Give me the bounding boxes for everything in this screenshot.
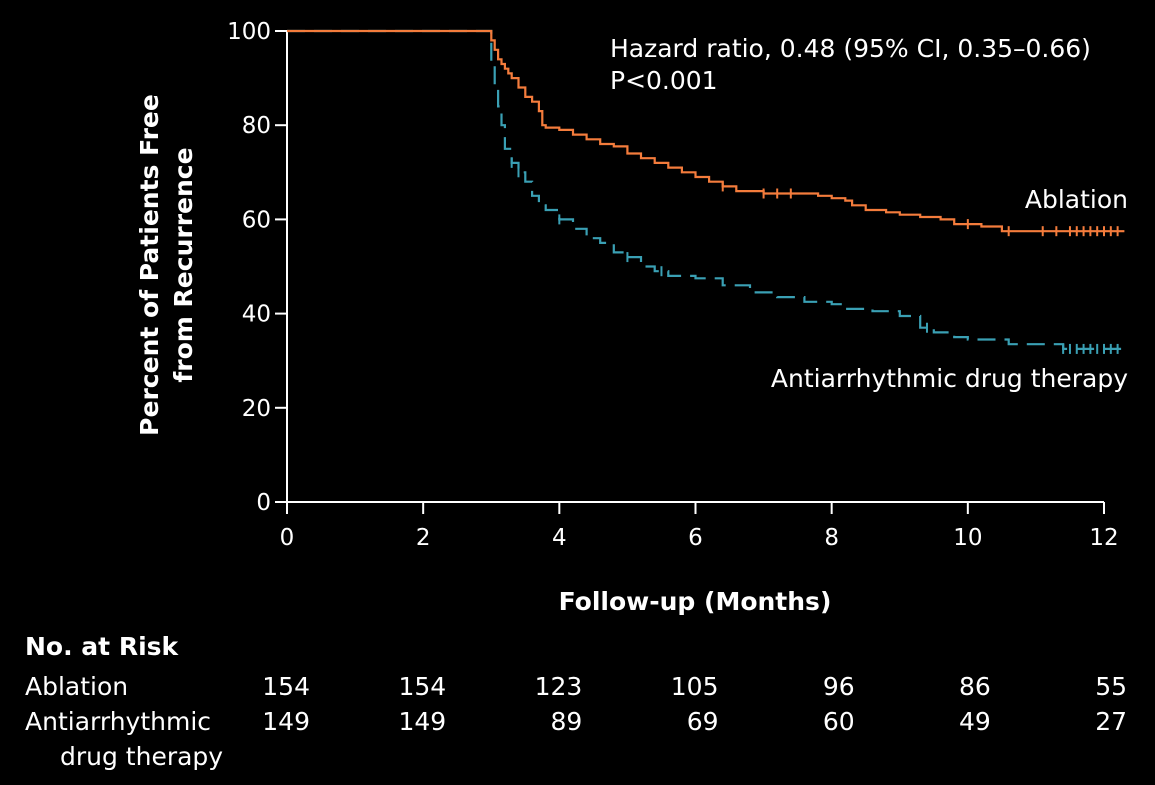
series-label-ablation: Ablation: [1025, 185, 1128, 214]
at-risk-value: 154: [262, 672, 310, 701]
chart-labels: Hazard ratio, 0.48 (95% CI, 0.35–0.66) P…: [135, 34, 1128, 616]
at-risk-title: No. at Risk: [25, 632, 179, 661]
at-risk-value: 96: [822, 672, 855, 701]
y-tick-label: 20: [242, 396, 271, 422]
x-tick-label: 6: [688, 525, 703, 551]
x-tick-label: 8: [824, 525, 839, 551]
at-risk-row-label-drug-2: drug therapy: [60, 742, 224, 771]
x-axis-title: Follow-up (Months): [559, 587, 832, 616]
survival-curves: [287, 29, 1126, 354]
km-chart: 0 20 40 60 80 100 0 2 4 6 8 10 12 Hazard ratio, 0.48…: [135, 19, 1128, 616]
hazard-ratio-annotation: Hazard ratio, 0.48 (95% CI, 0.35–0.66): [610, 34, 1091, 63]
axes: 0 20 40 60 80 100 0 2 4 6 8 10 12: [227, 19, 1119, 551]
y-tick-label: 100: [227, 19, 271, 45]
p-value-annotation: P<0.001: [610, 66, 718, 95]
at-risk-value: 123: [534, 672, 583, 701]
y-tick-label: 80: [242, 113, 271, 139]
at-risk-value: 49: [959, 707, 991, 736]
at-risk-value: 149: [262, 707, 310, 736]
x-tick-label: 10: [953, 525, 982, 551]
at-risk-value: 69: [686, 707, 719, 736]
y-tick-label: 60: [242, 207, 271, 233]
series-label-drug: Antiarrhythmic drug therapy: [771, 364, 1128, 393]
at-risk-row-label-ablation: Ablation: [25, 672, 129, 701]
x-tick-label: 2: [416, 525, 431, 551]
x-tick-label: 12: [1089, 525, 1118, 551]
at-risk-value: 149: [398, 707, 447, 736]
x-tick-label: 0: [280, 525, 295, 551]
y-axis-title-line-1: Percent of Patients Free: [135, 94, 164, 436]
at-risk-value: 154: [398, 672, 447, 701]
y-tick-label: 40: [242, 302, 271, 328]
x-tick-label: 4: [552, 525, 567, 551]
y-tick-label: 0: [256, 490, 271, 516]
series-line-ablation: [287, 29, 1125, 233]
series-line-drug: [287, 29, 1126, 352]
at-risk-value: 86: [959, 672, 991, 701]
at-risk-value: 27: [1095, 707, 1127, 736]
at-risk-value: 89: [550, 707, 583, 736]
at-risk-value: 55: [1095, 672, 1127, 701]
at-risk-value: 105: [670, 672, 719, 701]
at-risk-value: 60: [822, 707, 855, 736]
at-risk-row-label-drug-1: Antiarrhythmic: [25, 707, 212, 736]
y-axis-title-line-2: from Recurrence: [169, 147, 198, 382]
